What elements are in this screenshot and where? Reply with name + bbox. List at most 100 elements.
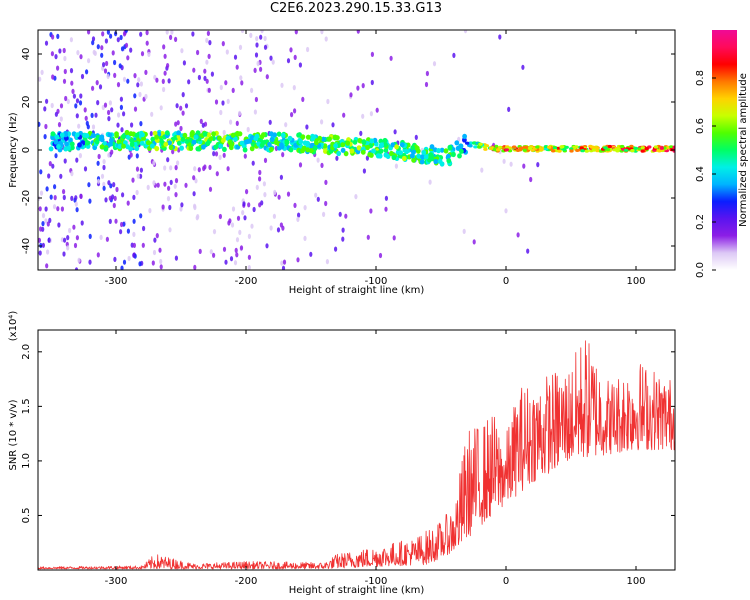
noise-speckle bbox=[255, 184, 259, 190]
noise-speckle bbox=[43, 134, 47, 140]
spectral-ridge-cell bbox=[591, 148, 597, 152]
spectral-ridge-cell bbox=[302, 140, 308, 146]
noise-speckle bbox=[41, 213, 46, 219]
noise-speckle bbox=[192, 175, 196, 181]
spectral-ridge-cell bbox=[250, 141, 256, 147]
noise-speckle bbox=[424, 81, 429, 88]
noise-speckle bbox=[111, 50, 115, 56]
noise-speckle bbox=[169, 179, 173, 185]
noise-speckle bbox=[462, 228, 466, 234]
noise-speckle bbox=[44, 40, 49, 46]
noise-speckle bbox=[68, 227, 72, 234]
spectral-ridge-cell bbox=[121, 133, 126, 139]
spectral-ridge-cell bbox=[378, 148, 383, 154]
noise-speckle bbox=[245, 189, 249, 195]
noise-speckle bbox=[52, 204, 57, 210]
spectral-ridge-cell bbox=[579, 146, 584, 150]
noise-speckle bbox=[75, 157, 79, 163]
spectral-ridge-cell bbox=[623, 148, 629, 152]
noise-speckle bbox=[110, 149, 114, 155]
noise-speckle bbox=[201, 122, 205, 128]
noise-speckle bbox=[241, 210, 245, 216]
noise-speckle bbox=[102, 62, 106, 68]
spectral-ridge-cell bbox=[390, 142, 396, 148]
noise-speckle bbox=[126, 55, 130, 61]
noise-speckle bbox=[53, 195, 57, 201]
spectral-ridge-cell bbox=[109, 137, 114, 143]
noise-speckle bbox=[306, 46, 310, 53]
noise-speckle bbox=[174, 178, 179, 184]
noise-speckle bbox=[225, 49, 229, 55]
noise-speckle bbox=[231, 87, 235, 93]
noise-speckle bbox=[203, 68, 207, 74]
noise-speckle bbox=[78, 100, 83, 106]
snr-scale-label: (x10⁴) bbox=[8, 311, 19, 342]
noise-speckle bbox=[247, 254, 251, 260]
y-tick-label: 2.0 bbox=[21, 344, 32, 360]
spectral-ridge-cell bbox=[401, 155, 407, 162]
noise-speckle bbox=[303, 235, 307, 241]
spectral-ridge-cell bbox=[551, 149, 556, 153]
noise-speckle bbox=[208, 164, 212, 170]
noise-speckle bbox=[112, 182, 116, 188]
noise-speckle bbox=[133, 93, 137, 99]
noise-speckle bbox=[294, 30, 298, 35]
noise-speckle bbox=[166, 196, 171, 202]
noise-speckle bbox=[152, 180, 156, 186]
noise-speckle bbox=[269, 225, 273, 231]
noise-speckle bbox=[239, 245, 244, 251]
noise-speckle bbox=[69, 68, 74, 74]
noise-speckle bbox=[504, 208, 508, 214]
spectral-ridge-cell bbox=[620, 144, 625, 149]
noise-speckle bbox=[207, 53, 211, 60]
noise-speckle bbox=[133, 106, 138, 112]
noise-speckle bbox=[314, 192, 318, 198]
y-tick-label: -20 bbox=[21, 190, 32, 206]
spectral-ridge-cell bbox=[391, 154, 397, 161]
noise-speckle bbox=[212, 229, 217, 235]
noise-speckle bbox=[48, 161, 52, 167]
spectral-ridge-cell bbox=[242, 147, 248, 153]
noise-speckle bbox=[169, 165, 173, 171]
noise-speckle bbox=[249, 32, 253, 39]
spectral-ridge-cell bbox=[383, 142, 388, 148]
noise-speckle bbox=[146, 184, 150, 190]
noise-speckle bbox=[131, 177, 135, 183]
colorbar-ticks: 0.0 0.2 0.4 0.6 0.8 bbox=[695, 70, 716, 278]
noise-speckle bbox=[526, 248, 530, 254]
noise-speckle bbox=[214, 151, 219, 157]
noise-speckle bbox=[202, 165, 206, 172]
spectral-ridge-cell bbox=[69, 141, 75, 147]
noise-speckle bbox=[98, 84, 103, 90]
x-tick-label: 0 bbox=[503, 276, 509, 287]
noise-speckle bbox=[142, 225, 146, 232]
noise-speckle bbox=[91, 85, 95, 91]
noise-speckle bbox=[119, 229, 123, 235]
noise-speckle bbox=[104, 38, 108, 44]
noise-speckle bbox=[77, 257, 81, 263]
noise-speckle bbox=[71, 88, 75, 94]
noise-speckle bbox=[286, 191, 291, 197]
noise-speckle bbox=[236, 215, 241, 221]
noise-speckle bbox=[365, 155, 369, 161]
spectral-ridge-cell bbox=[477, 145, 482, 149]
spectral-ridge-cell bbox=[493, 144, 499, 148]
noise-speckle bbox=[325, 259, 329, 265]
noise-speckle bbox=[276, 227, 281, 233]
spectral-ridge-cell bbox=[446, 158, 452, 164]
noise-speckle bbox=[187, 79, 191, 85]
noise-speckle bbox=[124, 42, 129, 48]
spectral-ridge-cell bbox=[383, 152, 389, 158]
noise-speckle bbox=[214, 99, 219, 105]
x-tick-label: 100 bbox=[626, 276, 645, 287]
spectral-ridge-cell bbox=[404, 149, 409, 155]
colorbar-scale bbox=[712, 30, 737, 270]
noise-speckle bbox=[195, 215, 199, 221]
spectral-ridge-cell bbox=[669, 145, 674, 149]
noise-speckle bbox=[102, 181, 106, 187]
noise-speckle bbox=[129, 47, 133, 53]
spectral-ridge-cell bbox=[343, 151, 349, 157]
colorbar: 0.0 0.2 0.4 0.6 0.8 Normalized spectral ampl… bbox=[695, 30, 749, 278]
noise-speckle bbox=[94, 112, 98, 118]
noise-speckle bbox=[87, 58, 91, 64]
